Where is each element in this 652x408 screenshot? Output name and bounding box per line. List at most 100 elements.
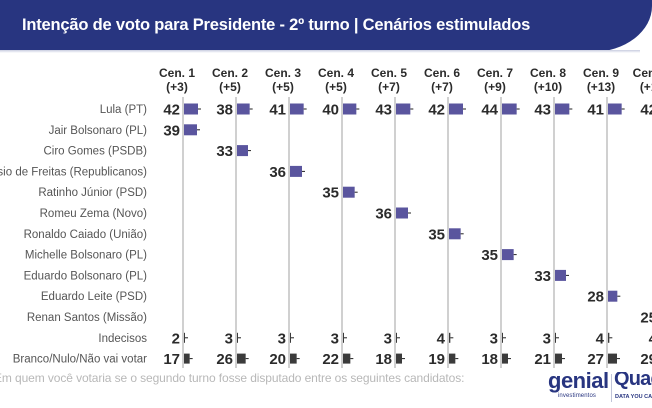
page-title: Intenção de voto para Presidente - 2º tu… <box>22 16 531 34</box>
quaest-logo-subtext: DATA YOU CAN TRUST <box>615 394 652 400</box>
column-header-margin: (+17) <box>640 80 652 94</box>
column-header-margin: (+5) <box>325 80 347 94</box>
value-bar <box>449 353 456 364</box>
genial-logo-text: genial <box>548 368 609 393</box>
value-bar <box>502 103 517 115</box>
value-bar <box>608 103 622 115</box>
value-bar <box>237 145 248 157</box>
value-bar <box>555 103 570 115</box>
value-label: 3 <box>384 330 392 347</box>
value-bar <box>555 353 562 364</box>
value-label: 19 <box>428 351 445 368</box>
value-bar <box>608 332 610 343</box>
row-label: Ratinho Júnior (PSD) <box>38 187 147 199</box>
logo-divider <box>611 374 612 402</box>
value-label: 36 <box>375 206 392 223</box>
value-label: 42 <box>640 102 652 119</box>
value-label: 3 <box>225 330 233 347</box>
value-bar <box>608 353 617 364</box>
value-label: 18 <box>481 351 498 368</box>
value-label: 4 <box>437 330 446 347</box>
value-label: 35 <box>322 185 339 202</box>
genial-logo: genial investimentos <box>548 368 609 402</box>
column-header-name: Cen. 3 <box>265 66 301 80</box>
column-header-margin: (+7) <box>378 80 400 94</box>
value-bar <box>555 269 566 281</box>
column-header-margin: (+13) <box>587 80 615 94</box>
value-bar <box>449 103 463 115</box>
value-label: 42 <box>428 102 445 119</box>
column-header-margin: (+7) <box>431 80 453 94</box>
value-bar <box>343 332 344 343</box>
value-bar <box>184 353 190 364</box>
value-label: 41 <box>587 102 604 119</box>
row-label: Eduardo Bolsonaro (PL) <box>24 270 148 282</box>
value-bar <box>449 332 451 343</box>
header-shadow <box>0 50 640 53</box>
value-label: 29 <box>640 351 652 368</box>
row-label: Branco/Nulo/Não vai votar <box>13 354 147 366</box>
value-bar <box>449 228 461 240</box>
genial-logo-subtext: investimentos <box>558 393 596 399</box>
value-bar <box>396 332 397 343</box>
value-bar <box>343 186 355 198</box>
value-bar <box>184 103 198 115</box>
value-bar <box>502 249 514 261</box>
value-label: 3 <box>543 330 551 347</box>
column-header-margin: (+5) <box>272 80 294 94</box>
column-header-name: Cen. 4 <box>318 66 354 80</box>
value-label: 4 <box>596 330 605 347</box>
value-label: 21 <box>534 351 551 368</box>
value-bar <box>290 332 291 343</box>
row-label: Ronaldo Caiado (União) <box>24 229 148 241</box>
value-label: 33 <box>216 143 233 160</box>
value-label: 43 <box>375 102 392 119</box>
value-label: 3 <box>278 330 286 347</box>
column-header-margin: (+10) <box>534 80 562 94</box>
value-label: 3 <box>331 330 339 347</box>
row-label: Ciro Gomes (PSDB) <box>43 146 147 158</box>
column-header-margin: (+5) <box>219 80 241 94</box>
value-bar <box>502 332 503 343</box>
value-bar <box>555 332 556 343</box>
value-label: 35 <box>481 247 498 264</box>
row-label: Indecisos <box>98 333 147 345</box>
value-label: 4 <box>649 330 652 347</box>
column-header-name: Cen. 9 <box>583 66 619 80</box>
value-label: 33 <box>534 268 551 285</box>
column-header-margin: (+9) <box>484 80 506 94</box>
survey-question: Em quem você votaria se o segundo turno … <box>0 371 465 385</box>
row-label: Jair Bolsonaro (PL) <box>49 125 148 137</box>
value-bar <box>608 290 618 302</box>
value-label: 25 <box>640 310 652 327</box>
value-label: 42 <box>163 102 180 119</box>
value-bar <box>502 353 508 364</box>
value-label: 35 <box>428 226 445 243</box>
column-header-name: Cen. 10 <box>633 66 652 80</box>
value-label: 20 <box>269 351 286 368</box>
value-bar <box>184 124 197 136</box>
value-label: 40 <box>322 102 339 119</box>
row-label: Lula (PT) <box>100 104 147 116</box>
row-label: Tarcísio de Freitas (Republicanos) <box>0 166 147 178</box>
value-bar <box>396 207 408 219</box>
value-bar <box>396 103 411 115</box>
value-label: 43 <box>534 102 551 119</box>
row-label: Michelle Bolsonaro (PL) <box>25 250 147 262</box>
value-label: 22 <box>322 351 339 368</box>
value-label: 36 <box>269 164 286 181</box>
value-bar <box>290 165 302 177</box>
value-label: 3 <box>490 330 498 347</box>
value-label: 27 <box>587 351 604 368</box>
column-header-name: Cen. 7 <box>477 66 513 80</box>
column-header-margin: (+3) <box>166 80 188 94</box>
value-label: 39 <box>163 122 180 139</box>
value-bar <box>237 353 246 364</box>
row-label: Romeu Zema (Novo) <box>40 208 148 220</box>
value-label: 38 <box>216 102 233 119</box>
column-header-name: Cen. 2 <box>212 66 248 80</box>
value-label: 18 <box>375 351 392 368</box>
column-header-name: Cen. 1 <box>159 66 195 80</box>
value-bar <box>343 103 357 115</box>
